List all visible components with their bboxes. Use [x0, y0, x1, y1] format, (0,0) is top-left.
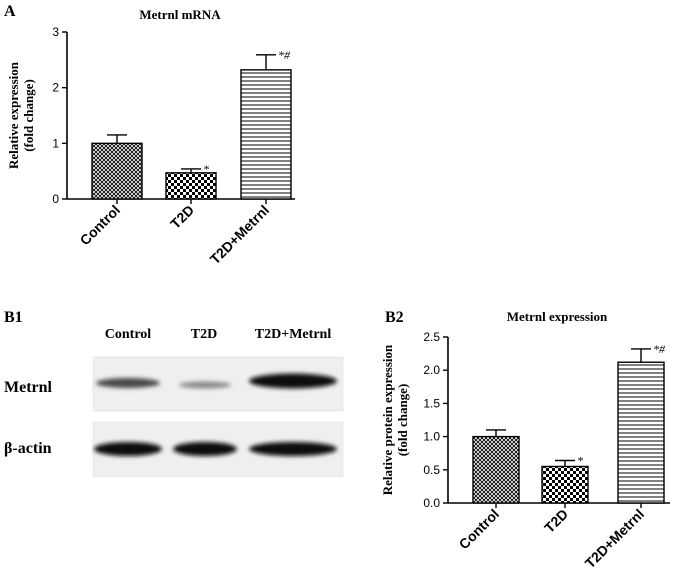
y-tick-label: 0.0 [423, 496, 440, 510]
western-blot: Control T2D T2D+Metrnl Metrnl β-actin [4, 327, 344, 478]
panel-b2-letter: B2 [385, 309, 404, 326]
chart-a-metrnl-mrna: Metrnl mRNA Relative expression (fold chan… [6, 7, 295, 267]
band-metrnl-t2d [179, 381, 231, 389]
panel-b1-letter: B1 [4, 309, 23, 326]
band-actin-t2d [173, 442, 237, 456]
significance-marker-t2d-metrnl: *# [278, 48, 291, 62]
bar-t2d-metrnl [240, 69, 292, 200]
bar-t2d-metrnl [617, 361, 665, 504]
lane-label-control: Control [105, 327, 152, 342]
y-axis-label-line-1: Relative expression [6, 61, 21, 169]
bar-control [91, 142, 143, 200]
bar-t2d [541, 465, 589, 504]
y-axis-label-line-1: Relative protein expression [380, 344, 395, 495]
chart-title: Metrnl expression [507, 309, 608, 324]
bar-control [472, 435, 520, 504]
y-tick-label: 3 [52, 25, 59, 39]
chart-title: Metrnl mRNA [139, 7, 221, 22]
band-metrnl-control [96, 378, 160, 388]
significance-marker-t2d: * [203, 162, 209, 176]
y-tick-label: 1.0 [423, 430, 440, 444]
x-category-label-t2d-metrnl: T2D+Metrnl [582, 506, 647, 571]
y-tick-label: 0 [52, 192, 59, 206]
band-actin-t2d-metrnl [249, 442, 337, 456]
y-tick-label: 2.5 [423, 330, 440, 344]
row-label-beta-actin: β-actin [4, 440, 52, 457]
y-tick-label: 1.5 [423, 396, 440, 410]
significance-marker-t2d-metrnl: *# [653, 342, 666, 356]
band-actin-control [94, 442, 162, 456]
x-category-label-t2d: T2D [167, 202, 197, 232]
lane-label-t2d: T2D [191, 327, 217, 342]
y-tick-label: 2 [52, 81, 59, 95]
y-tick-label: 2.0 [423, 363, 440, 377]
x-category-label-control: Control [456, 506, 503, 553]
band-metrnl-t2d-metrnl [249, 373, 337, 389]
row-label-metrnl: Metrnl [4, 379, 53, 396]
y-axis-label-line-2: (fold change) [395, 384, 410, 457]
x-category-label-t2d-metrnl: T2D+Metrnl [207, 202, 272, 267]
x-category-label-control: Control [77, 202, 124, 249]
lane-label-t2d-metrnl: T2D+Metrnl [255, 327, 332, 342]
panel-a-letter: A [4, 3, 16, 20]
x-category-label-t2d: T2D [541, 506, 571, 536]
significance-marker-t2d: * [577, 454, 583, 468]
y-axis-label-line-2: (fold change) [21, 79, 36, 152]
bar-t2d [165, 172, 217, 200]
y-tick-label: 0.5 [423, 463, 440, 477]
chart-b2-metrnl-expression: Metrnl expression Relative protein expres… [380, 309, 670, 571]
y-tick-label: 1 [52, 136, 59, 150]
